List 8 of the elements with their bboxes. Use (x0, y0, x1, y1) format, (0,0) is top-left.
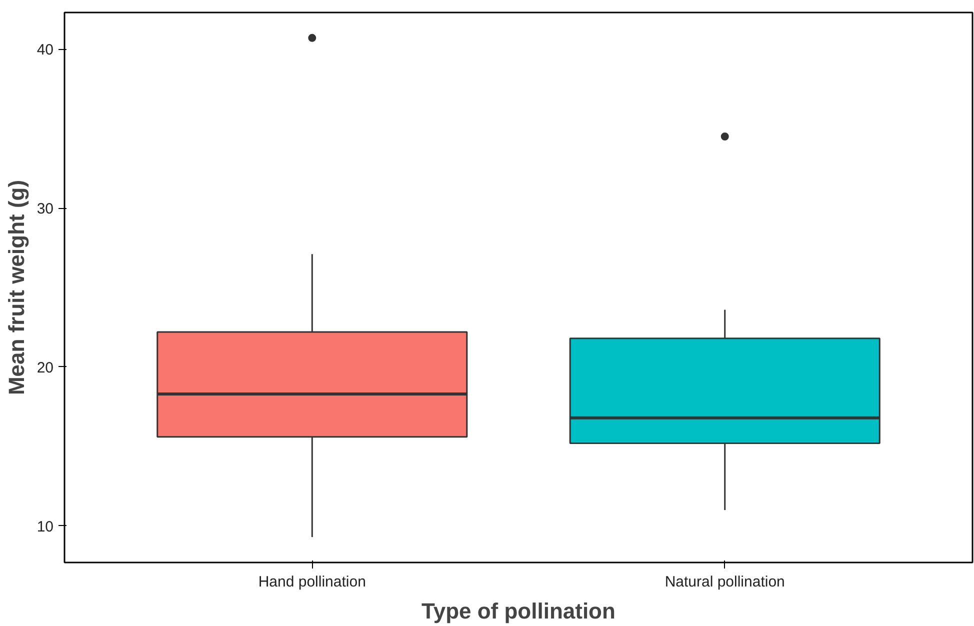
y-tick-label: 40 (36, 42, 54, 59)
x-axis-title: Type of pollination (422, 598, 616, 624)
y-axis-title: Mean fruit weight (g) (4, 180, 29, 396)
y-tick-label: 30 (36, 200, 54, 218)
y-tick-label: 10 (36, 518, 54, 536)
y-tick-label: 20 (36, 359, 54, 376)
x-tick-label: Hand pollination (258, 574, 366, 590)
x-tick-label: Natural pollination (664, 574, 785, 590)
